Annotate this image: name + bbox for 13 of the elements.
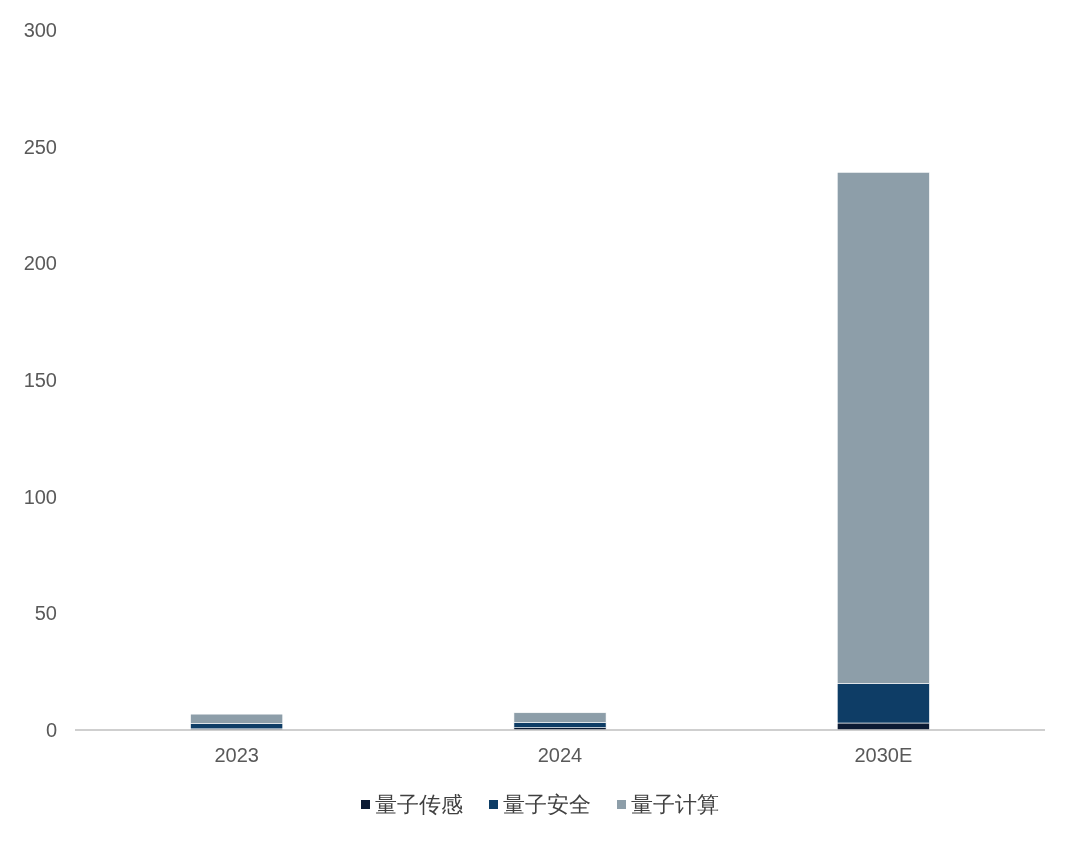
x-tick-label: 2023 <box>214 744 259 766</box>
y-tick-label: 300 <box>23 19 57 41</box>
legend-label: 量子传感 <box>375 792 463 817</box>
y-tick-label: 50 <box>34 602 57 625</box>
x-tick-label: 2030E <box>854 744 913 766</box>
legend-label: 量子计算 <box>631 792 719 817</box>
legend-label: 量子安全 <box>503 792 591 817</box>
x-tick-label: 2024 <box>537 744 583 766</box>
y-tick-label: 250 <box>23 135 57 158</box>
y-tick-label: 200 <box>23 252 57 275</box>
y-tick-label: 100 <box>23 485 57 508</box>
y-tick-label: 150 <box>23 369 57 391</box>
y-tick-label: 0 <box>45 719 57 741</box>
